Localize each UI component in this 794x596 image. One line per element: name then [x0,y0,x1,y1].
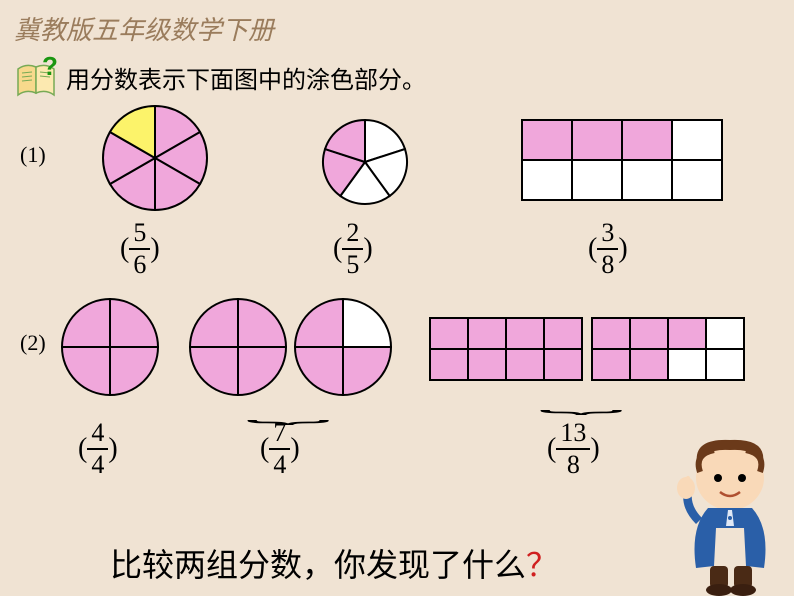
question-mark: ？ [526,547,558,583]
pie-4-4a [59,296,161,398]
answer-4-4: (44) [78,420,118,478]
boy-cartoon-icon [670,428,794,596]
answer-2-5: (25) [333,220,373,278]
rect-13-8b [590,316,746,382]
book-question-icon: ? [14,55,60,99]
pie-7-4b [292,296,394,398]
question-text: 用分数表示下面图中的涂色部分。 [66,60,426,95]
answer-5-6: (56) [120,220,160,278]
row1-label: (1) [20,142,44,168]
page-header: 冀教版五年级数学下册 [0,0,794,51]
answer-3-8: (38) [588,220,628,278]
svg-text:?: ? [42,55,58,81]
pie-7-4a [187,296,289,398]
answer-13-8: (138) [547,420,600,478]
brace-13-8: ⏟ [539,389,623,414]
bottom-question-text: 比较两组分数，你发现了什么 [110,547,526,583]
pie-2-5 [320,117,410,207]
bottom-question: 比较两组分数，你发现了什么？ [110,540,558,586]
row2-label: (2) [20,330,44,356]
pie-5-6 [100,103,210,213]
rect-3-8 [520,118,724,202]
answer-7-4: (74) [260,420,300,478]
rect-13-8a [428,316,584,382]
question-row: ? 用分数表示下面图中的涂色部分。 [0,55,794,99]
